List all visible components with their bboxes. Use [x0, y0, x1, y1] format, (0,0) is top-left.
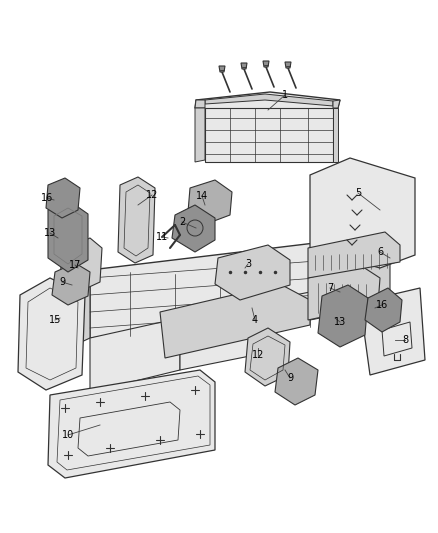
Polygon shape	[360, 288, 425, 375]
Polygon shape	[195, 92, 340, 116]
Polygon shape	[308, 265, 380, 320]
Text: 12: 12	[252, 350, 264, 360]
Text: 15: 15	[49, 315, 61, 325]
Text: 13: 13	[44, 228, 56, 238]
Polygon shape	[48, 370, 215, 478]
Polygon shape	[310, 158, 415, 268]
Polygon shape	[118, 177, 155, 263]
Text: 1: 1	[282, 90, 288, 100]
Polygon shape	[275, 358, 318, 405]
Text: 5: 5	[355, 188, 361, 198]
Polygon shape	[205, 94, 333, 106]
Text: 9: 9	[59, 277, 65, 287]
Polygon shape	[245, 328, 290, 386]
Polygon shape	[180, 300, 270, 370]
Polygon shape	[205, 108, 333, 162]
Polygon shape	[241, 63, 247, 69]
Polygon shape	[263, 61, 269, 67]
Polygon shape	[219, 66, 225, 72]
Text: 8: 8	[402, 335, 408, 345]
Text: 6: 6	[377, 247, 383, 257]
Polygon shape	[188, 180, 232, 224]
Polygon shape	[160, 284, 310, 358]
Polygon shape	[285, 62, 291, 68]
Text: 17: 17	[69, 260, 81, 270]
Text: 3: 3	[245, 259, 251, 269]
Polygon shape	[46, 178, 80, 218]
Text: 11: 11	[156, 232, 168, 242]
Text: 12: 12	[146, 190, 158, 200]
Polygon shape	[215, 245, 290, 300]
Text: 16: 16	[41, 193, 53, 203]
Text: 13: 13	[334, 317, 346, 327]
Text: 4: 4	[252, 315, 258, 325]
Polygon shape	[360, 244, 390, 310]
Polygon shape	[333, 100, 340, 108]
Polygon shape	[60, 238, 102, 295]
Polygon shape	[90, 318, 180, 392]
Text: 2: 2	[179, 217, 185, 227]
Polygon shape	[90, 240, 360, 338]
Polygon shape	[318, 285, 368, 347]
Polygon shape	[195, 108, 205, 162]
Polygon shape	[172, 205, 215, 252]
Text: 10: 10	[62, 430, 74, 440]
Polygon shape	[365, 288, 402, 332]
Polygon shape	[48, 200, 88, 272]
Polygon shape	[270, 282, 360, 328]
Text: 7: 7	[327, 283, 333, 293]
Polygon shape	[52, 263, 90, 305]
Polygon shape	[60, 270, 90, 352]
Text: 14: 14	[196, 191, 208, 201]
Polygon shape	[308, 232, 400, 278]
Polygon shape	[195, 100, 205, 108]
Text: 16: 16	[376, 300, 388, 310]
Polygon shape	[18, 278, 85, 390]
Text: 9: 9	[287, 373, 293, 383]
Polygon shape	[333, 108, 338, 162]
